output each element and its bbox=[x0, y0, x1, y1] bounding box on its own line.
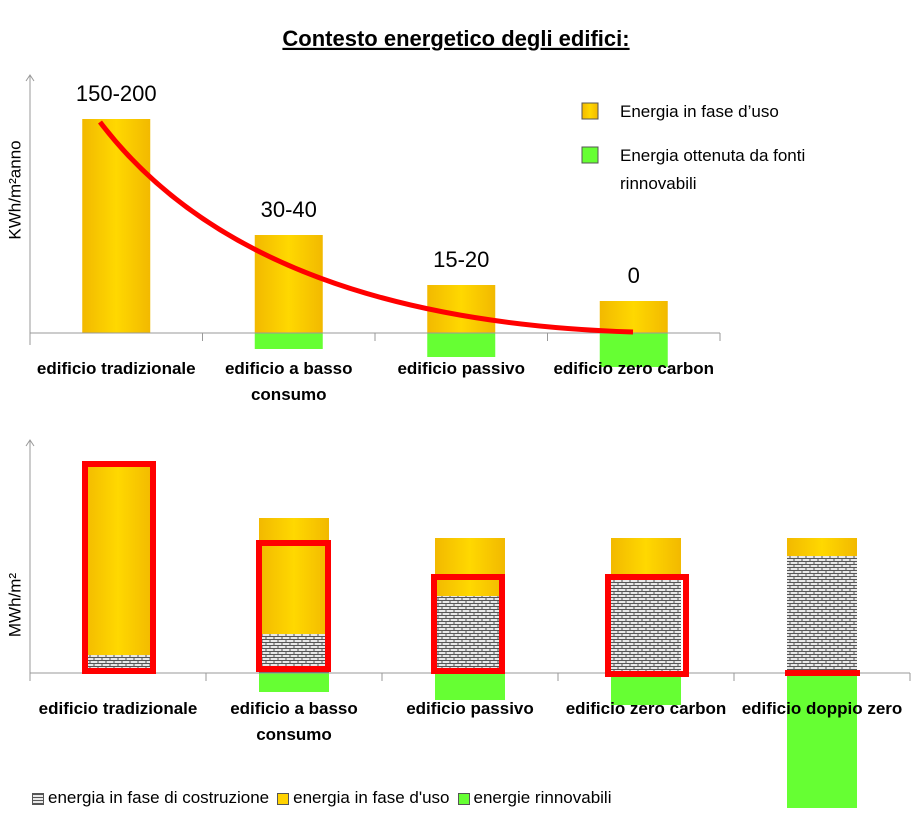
legend-label: Energia ottenuta da fonti rinnovabili bbox=[620, 146, 806, 193]
y-axis-label: KWh/m²anno bbox=[5, 140, 24, 239]
bar-segment bbox=[611, 580, 681, 673]
bar-annotation: 30-40 bbox=[261, 197, 317, 222]
legend-swatch bbox=[32, 792, 44, 805]
bar-segment bbox=[435, 538, 505, 596]
bar-segment bbox=[259, 518, 329, 634]
bar-segment bbox=[599, 333, 668, 367]
bar-annotation: 0 bbox=[628, 263, 640, 288]
legend: energia in fase di costruzione energia in… bbox=[32, 784, 619, 812]
x-tick-label: edificio tradizionale bbox=[38, 699, 198, 718]
legend-label: Energia in fase d’uso bbox=[620, 102, 779, 121]
bar-segment bbox=[254, 235, 323, 333]
bar-segment bbox=[611, 673, 681, 705]
bar-segment bbox=[254, 333, 323, 349]
highlight-box bbox=[82, 461, 156, 674]
x-tick-label: edificio passivo bbox=[406, 699, 534, 718]
trend-curve bbox=[98, 120, 634, 335]
legend-swatch bbox=[581, 102, 599, 120]
bar-annotation: 15-20 bbox=[433, 247, 489, 272]
bar-segment bbox=[427, 333, 496, 357]
legend-label: energia in fase d'uso bbox=[293, 788, 450, 807]
x-tick-label: edificio passivo bbox=[397, 359, 526, 378]
legend-swatch bbox=[457, 792, 470, 805]
x-tick-label: edificio doppio zero bbox=[741, 699, 903, 718]
legend-swatch bbox=[581, 146, 599, 164]
x-tick-label: edificio zero carbon bbox=[553, 359, 715, 378]
axis-arrow bbox=[25, 74, 35, 82]
bar-segment bbox=[611, 538, 681, 580]
legend-label: energie rinnovabili bbox=[473, 788, 612, 807]
highlight-box bbox=[605, 574, 689, 677]
highlight-box bbox=[431, 574, 505, 674]
x-tick-label: edificio tradizionale bbox=[36, 359, 196, 378]
x-tick-label: edificio a basso consumo bbox=[224, 359, 353, 404]
y-axis-label: MWh/m² bbox=[5, 573, 24, 638]
x-tick-label: edificio zero carbon bbox=[565, 699, 727, 718]
bar-segment bbox=[435, 596, 505, 673]
chart-title: Contesto energetico degli edifici: bbox=[282, 26, 629, 51]
bar-segment bbox=[787, 556, 857, 673]
axis-arrow bbox=[25, 439, 35, 447]
bar-segment bbox=[83, 463, 153, 655]
bar-segment bbox=[787, 673, 857, 808]
bar-segment bbox=[599, 301, 668, 333]
bar-segment bbox=[787, 538, 857, 556]
bar-segment bbox=[435, 673, 505, 700]
bar-segment bbox=[259, 673, 329, 692]
bar-annotation: 150-200 bbox=[76, 81, 157, 106]
legend-swatch bbox=[277, 792, 290, 805]
bar-segment bbox=[82, 119, 151, 333]
legend-label: energia in fase di costruzione bbox=[48, 788, 270, 807]
highlight-box bbox=[256, 540, 331, 672]
x-tick-label: edificio a basso consumo bbox=[230, 699, 358, 744]
